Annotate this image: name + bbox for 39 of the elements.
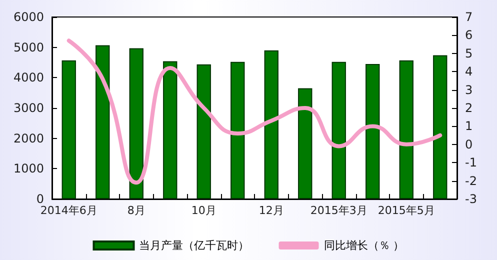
bar (399, 60, 414, 199)
bar (332, 62, 346, 199)
bar (62, 60, 76, 199)
x-tick-label: 10月 (191, 204, 216, 217)
y-tick-label: 1000 (13, 162, 44, 176)
y2-tick-label: 1 (465, 119, 473, 134)
y2-tick-label: -3 (465, 192, 477, 206)
y2-tick-label: 2 (465, 101, 473, 115)
bar (264, 50, 278, 199)
y-tick-label: 2000 (13, 131, 44, 146)
y-tick-label: 4000 (13, 70, 44, 85)
y2-tick-label: 7 (465, 10, 473, 24)
y2-tick-label: 3 (465, 82, 473, 97)
y-tick-label: 5000 (13, 40, 44, 54)
bar (163, 61, 178, 199)
legend-label: 当月产量（亿千瓦时） (138, 239, 249, 252)
bar (129, 48, 144, 199)
y2-tick-label: -2 (465, 174, 477, 188)
bar (230, 62, 245, 199)
y2-tick-label: 6 (465, 28, 473, 42)
line-series (66, 38, 442, 185)
legend-label: 同比增长（％ ） (324, 239, 404, 252)
y-tick-label: 0 (36, 192, 44, 206)
x-tick-label: 2015年5月 (378, 204, 435, 217)
bar (298, 88, 312, 199)
y-tick-label: 6000 (13, 10, 44, 24)
bar (366, 64, 380, 199)
y2-tick-label: 5 (465, 46, 473, 60)
y-tick-label: 3000 (13, 101, 44, 115)
y2-tick-label: 0 (465, 137, 473, 152)
y2-tick-label: 4 (465, 64, 473, 79)
x-tick-label: 12月 (258, 204, 284, 217)
x-tick-label: 2014年6月 (40, 204, 98, 217)
bar (196, 64, 211, 199)
y2-tick-label: -1 (465, 156, 477, 170)
bar (433, 55, 448, 199)
x-tick-label: 2015年3月 (310, 204, 368, 217)
x-tick-label: 8月 (127, 204, 146, 217)
bar (96, 45, 110, 199)
